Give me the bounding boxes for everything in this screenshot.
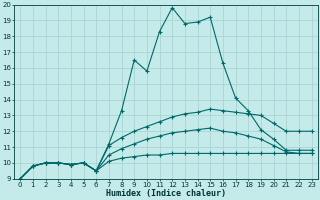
X-axis label: Humidex (Indice chaleur): Humidex (Indice chaleur) bbox=[106, 189, 226, 198]
